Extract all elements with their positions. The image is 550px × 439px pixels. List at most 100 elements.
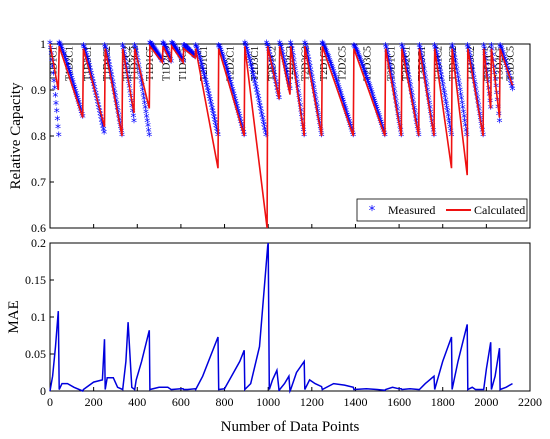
measured-point: * (59, 45, 65, 59)
measured-point: * (228, 79, 234, 93)
measured-point: * (85, 55, 91, 69)
measured-point: * (197, 52, 203, 66)
measured-point: * (148, 38, 154, 52)
measured-point: * (279, 47, 285, 61)
measured-point: * (169, 38, 175, 52)
measured-point: * (443, 95, 449, 109)
measured-point: * (245, 48, 251, 62)
measured-point: * (68, 71, 74, 85)
measured-point: * (193, 40, 199, 54)
measured-point: * (284, 67, 290, 81)
segment-label: T3D1C5 (484, 46, 495, 81)
measured-point: * (433, 44, 439, 58)
measured-point: * (211, 112, 217, 126)
measured-point: * (327, 55, 333, 69)
segment-label: T3D1C2 (433, 46, 444, 81)
measured-point: * (498, 41, 504, 55)
measured-point: * (209, 103, 215, 117)
measured-point: * (257, 100, 263, 114)
measured-point: * (368, 85, 374, 99)
measured-point: * (488, 40, 494, 54)
measured-point: * (324, 48, 330, 62)
measured-point: * (171, 40, 177, 54)
measured-point: * (169, 38, 175, 52)
measured-point: * (50, 61, 56, 75)
top-y-tick-label: 0.6 (31, 221, 46, 235)
measured-point: * (420, 56, 426, 70)
measured-point: * (52, 83, 58, 97)
measured-point: * (67, 66, 73, 80)
measured-point: * (193, 41, 199, 55)
measured-point: * (145, 120, 151, 134)
measured-point: * (419, 52, 425, 66)
measured-point: * (335, 80, 341, 94)
measured-point: * (233, 99, 239, 113)
measured-point: * (407, 80, 413, 94)
measured-point: * (416, 40, 422, 54)
measured-point: * (196, 50, 202, 64)
measured-point: * (258, 107, 264, 121)
measured-point: * (230, 86, 236, 100)
measured-point: * (288, 38, 294, 52)
measured-point: * (185, 44, 191, 58)
measured-point: * (150, 41, 156, 55)
measured-point: * (409, 87, 415, 101)
measured-point: * (462, 120, 468, 134)
measured-point: * (153, 45, 159, 59)
measured-point: * (464, 40, 470, 54)
measured-point: * (138, 76, 144, 90)
measured-point: * (391, 84, 397, 98)
measured-point: * (281, 52, 287, 66)
measured-point: * (204, 80, 210, 94)
measured-point: * (330, 64, 336, 78)
measured-point: * (182, 41, 188, 55)
measured-point: * (262, 123, 268, 137)
segment-label: T2D1C1 (199, 46, 210, 81)
bottom-x-tick-label: 1600 (387, 395, 411, 409)
measured-point: * (258, 104, 264, 118)
measured-point: * (50, 68, 56, 82)
measured-point: * (357, 53, 363, 67)
measured-point: * (304, 48, 310, 62)
measured-point: * (181, 40, 187, 54)
measured-point: * (403, 56, 409, 70)
measured-point: * (208, 100, 214, 114)
measured-point: * (171, 41, 177, 55)
top-series: ****************************************… (47, 38, 516, 229)
measured-point: * (163, 43, 169, 57)
measured-point: * (225, 67, 231, 81)
measured-point: * (343, 105, 349, 119)
measured-point: * (496, 116, 502, 130)
measured-point: * (301, 130, 307, 144)
bottom-x-tick-label: 1200 (300, 395, 324, 409)
measured-point: * (359, 58, 365, 72)
measured-point: * (420, 60, 426, 74)
measured-point: * (325, 51, 331, 65)
measured-point: * (217, 43, 223, 57)
bottom-plot-frame (49, 242, 531, 392)
measured-point: * (203, 77, 209, 91)
measured-point: * (436, 56, 442, 70)
measured-point: * (64, 58, 70, 72)
measured-point: * (207, 94, 213, 108)
measured-point: * (163, 44, 169, 58)
measured-point: * (408, 84, 414, 98)
measured-point: * (283, 64, 289, 78)
measured-point: * (252, 79, 258, 93)
top-y-tick-label: 0.7 (31, 175, 46, 189)
measured-point: * (256, 97, 262, 111)
measured-point: * (508, 76, 514, 90)
measured-point: * (173, 44, 179, 58)
measured-point: * (241, 130, 247, 144)
measured-point: * (355, 48, 361, 62)
legend: * Measured Calculated (356, 198, 528, 222)
measured-point: * (369, 89, 375, 103)
measured-point: * (234, 101, 240, 115)
segment-label: T3D3C2 (466, 46, 477, 81)
measured-point: * (362, 68, 368, 82)
measured-point: * (340, 95, 346, 109)
measured-point: * (334, 76, 340, 90)
measured-point: * (332, 70, 338, 84)
measured-point: * (263, 130, 269, 144)
